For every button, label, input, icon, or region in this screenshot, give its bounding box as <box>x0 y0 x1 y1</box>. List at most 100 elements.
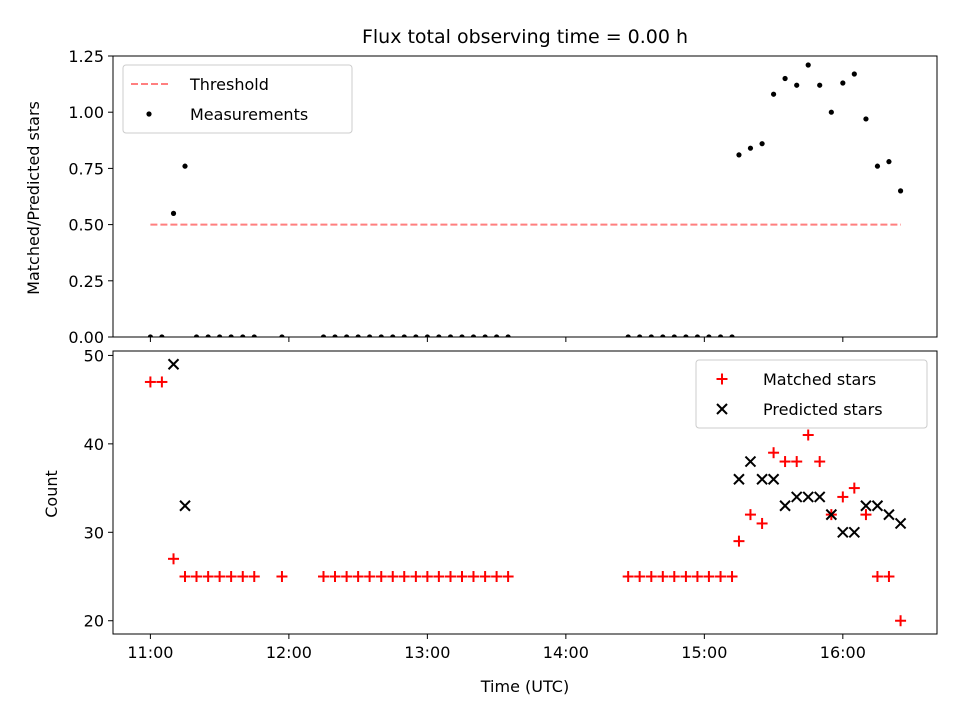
measurement-point <box>344 334 350 337</box>
matched-star-point <box>410 571 422 583</box>
matched-star-point <box>341 571 353 583</box>
measurement-point <box>217 334 223 337</box>
measurement-point <box>494 334 500 337</box>
bottom-axes-frame <box>112 350 938 635</box>
measurement-point <box>482 334 488 337</box>
measurement-point <box>683 334 689 337</box>
predicted-star-point <box>848 526 861 539</box>
matched-star-point <box>502 571 514 583</box>
measurement-point <box>205 334 211 337</box>
matched-star-point <box>364 571 376 583</box>
measurement-point <box>413 334 419 337</box>
top-legend-box <box>122 64 353 134</box>
measurement-point <box>390 334 396 337</box>
matched-star-point <box>248 571 260 583</box>
measurement-point <box>436 334 442 337</box>
measurement-point <box>279 334 285 337</box>
matched-star-point <box>237 571 249 583</box>
measurement-point <box>805 62 811 68</box>
matched-star-point <box>444 571 456 583</box>
bottom-y-axis-label: Count <box>42 470 61 518</box>
predicted-star-point <box>767 473 780 485</box>
bottom-y-tick-label: 50 <box>84 346 104 365</box>
matched-star-point <box>883 571 895 583</box>
predicted-star-point <box>791 491 803 503</box>
measurement-point <box>706 334 712 337</box>
matched-star-point <box>179 571 191 583</box>
top-axes-frame <box>112 55 938 338</box>
matched-star-point <box>634 571 646 583</box>
bottom-marks <box>144 358 907 627</box>
matched-star-point <box>703 571 715 583</box>
predicted-star-point <box>860 500 872 512</box>
predicted-star-point <box>779 500 791 512</box>
measurement-point <box>897 188 904 194</box>
bottom-x-tick-label: 14:00 <box>543 643 589 662</box>
matched-star-point <box>645 571 657 583</box>
measurement-point <box>228 334 234 337</box>
legend-matched-swatch <box>716 373 728 385</box>
matched-star-point <box>352 571 364 583</box>
measurement-point <box>863 116 869 122</box>
matched-star-point <box>715 571 727 583</box>
legend-predicted-swatch <box>716 403 728 415</box>
matched-star-point <box>733 535 745 547</box>
matched-star-point <box>375 571 387 583</box>
bottom-legend-box <box>695 359 928 429</box>
predicted-star-point <box>179 500 191 512</box>
predicted-star-point <box>744 455 757 468</box>
measurement-point <box>332 334 338 337</box>
matched-star-point <box>456 571 468 583</box>
measurement-point <box>851 71 857 77</box>
predicted-star-point <box>871 500 884 512</box>
matched-star-point <box>479 571 491 583</box>
bottom-y-tick-label: 30 <box>84 523 104 542</box>
matched-star-point <box>225 571 237 583</box>
matched-star-point <box>191 571 203 583</box>
matched-star-point <box>680 571 692 583</box>
matched-star-point <box>744 509 756 521</box>
top-y-tick-label: 0.50 <box>68 216 104 235</box>
matched-star-point <box>421 571 433 583</box>
predicted-star-point <box>802 491 814 503</box>
matched-star-point <box>318 571 330 583</box>
measurement-point <box>459 334 465 337</box>
top-y-tick-label: 0.25 <box>68 272 104 291</box>
top-plot: 0.00 0.25 0.50 0.75 1.00 1.25 Threshold Measure… <box>68 47 938 347</box>
bottom-x-tick-label: 13:00 <box>404 643 450 662</box>
measurement-point <box>193 334 200 337</box>
matched-star-point <box>779 456 791 468</box>
measurement-point <box>648 334 654 337</box>
measurement-point <box>625 334 631 337</box>
measurement-point <box>729 334 735 337</box>
measurement-point <box>251 334 257 337</box>
matched-star-point <box>814 456 826 468</box>
measurement-point <box>694 334 701 337</box>
matched-star-point <box>622 571 634 583</box>
measurement-point <box>874 163 881 169</box>
top-marks <box>147 62 904 337</box>
measurement-point <box>736 152 742 158</box>
measurement-point <box>182 163 188 169</box>
matched-star-point <box>387 571 399 583</box>
measurement-point <box>671 334 677 337</box>
bottom-plot: 20 30 40 50 11:00 12:00 13:00 14:00 15:00 16:00 Ma… <box>84 346 938 662</box>
measurement-point <box>147 334 153 337</box>
measurement-point <box>320 334 327 337</box>
measurement-point <box>747 145 754 151</box>
measurement-point <box>470 334 477 337</box>
matched-star-point <box>433 571 445 583</box>
measurement-point <box>424 334 430 337</box>
matched-star-point <box>860 509 872 521</box>
top-y-tick-label: 1.25 <box>68 47 104 66</box>
measurement-point <box>170 210 177 216</box>
predicted-star-point <box>825 508 838 521</box>
matched-star-point <box>491 571 503 583</box>
legend-entry-label: Predicted stars <box>763 400 883 419</box>
predicted-star-point <box>883 508 895 521</box>
x-axis-label: Time (UTC) <box>480 677 569 696</box>
top-y-tick-label: 0.00 <box>68 328 104 347</box>
matched-star-point <box>156 376 168 388</box>
measurement-point <box>770 91 777 97</box>
matched-star-point <box>895 615 907 627</box>
